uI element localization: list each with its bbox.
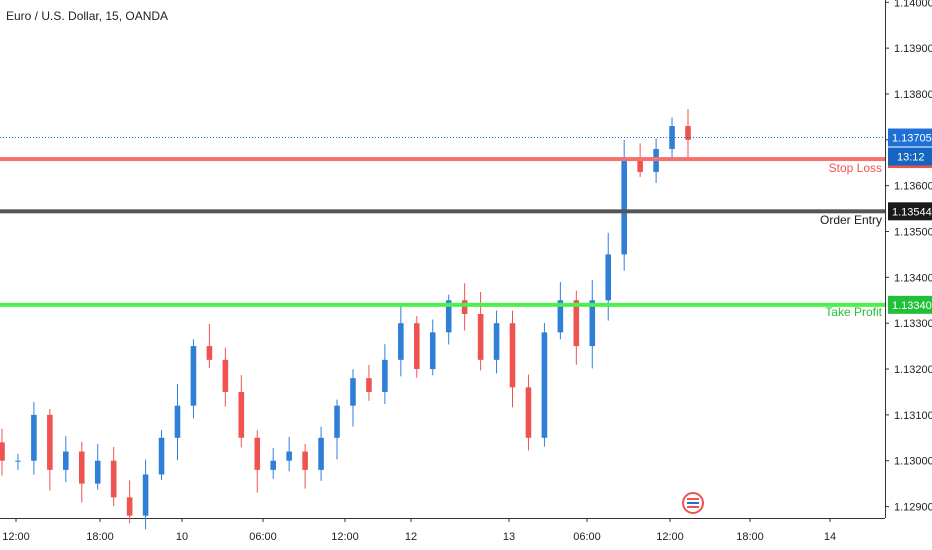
candle-down [222,359,229,392]
candle-down [413,323,420,370]
y-tick-label: 1.13600 [894,181,932,193]
candle-down [525,387,532,438]
candle-up [589,300,596,347]
x-tick-label: 12:00 [2,531,30,543]
level-price-label: 1.13544 [892,206,932,218]
candle-up [158,437,165,475]
candle-up [174,405,181,438]
candle-up [190,346,197,406]
y-tick-label: 1.13900 [894,43,932,55]
candle-up [63,451,69,470]
y-tick-label: 1.13300 [894,318,932,330]
candle-up [94,460,101,484]
current-price-tag [888,128,932,147]
candle-down [509,323,516,388]
candle-up [398,323,404,360]
candle-up [445,300,452,333]
x-tick-label: 12 [405,531,417,543]
candle-down [685,126,691,140]
level-price-tag [888,295,932,314]
level-label-take-profit: Take Profit [825,305,882,319]
x-tick-label: 13 [503,531,515,543]
candle-up [318,437,324,470]
candle-up [541,332,548,438]
y-tick-label: 1.14000 [894,0,932,9]
y-tick-label: 1.13000 [894,456,932,468]
candle-up [142,474,149,516]
candle-up [31,414,37,461]
candle-down [0,442,5,461]
candle-down [47,414,53,470]
candle-up [286,451,292,461]
candle-down [78,451,85,484]
candle-down [206,346,213,360]
x-tick-label: 12:00 [331,531,359,543]
countdown-label: 13:12 [897,152,925,164]
candle-up [557,300,564,333]
level-label-order-entry: Order Entry [820,213,882,227]
candle-down [461,300,468,315]
level-line-take-profit[interactable] [0,302,885,307]
flag-icon-stripe [687,502,699,504]
y-tick-label: 1.13800 [894,89,932,101]
candle-down [126,497,133,516]
candle-up [429,332,436,370]
candle-up [334,405,340,438]
chart-title: Euro / U.S. Dollar, 15, OANDA [6,9,168,23]
y-tick-label: 1.12900 [894,502,932,514]
x-tick-label: 06:00 [573,531,601,543]
x-tick-label: 18:00 [86,531,114,543]
level-line-stop-loss[interactable] [0,157,885,162]
candle-down [366,378,372,392]
level-price-tag [888,202,932,221]
x-tick-label: 10 [176,531,188,543]
candle-down [573,300,580,347]
flag-icon-stripe [687,506,699,508]
candle-down [477,314,484,360]
candle-down [302,451,308,470]
candle-up [605,254,612,301]
y-tick-label: 1.13100 [894,410,932,422]
y-tick-label: 1.13200 [894,364,932,376]
x-tick-label: 12:00 [656,531,684,543]
candle-up [621,158,627,255]
x-tick-label: 18:00 [736,531,764,543]
y-tick-label: 1.13500 [894,226,932,238]
candle-up [15,460,21,462]
current-price-label: 1.13705 [892,133,932,145]
countdown-tag [888,147,932,166]
level-price-label: 1.13340 [892,300,932,312]
level-line-order-entry[interactable] [0,209,885,214]
candle-down [110,460,117,498]
x-tick-label: 06:00 [249,531,277,543]
candle-up [382,359,388,392]
candle-down [238,391,245,438]
y-tick-label: 1.13400 [894,272,932,284]
candle-down [637,158,643,172]
candle-up [493,323,500,360]
x-tick-label: 14 [824,531,836,543]
candle-up [350,378,356,406]
flag-icon-stripe [687,498,699,500]
candle-up [270,460,277,470]
level-label-stop-loss: Stop Loss [829,161,882,175]
candle-down [254,437,261,470]
